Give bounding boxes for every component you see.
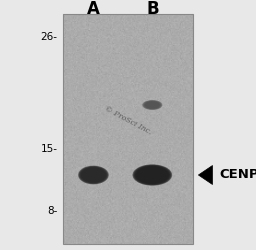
Ellipse shape (83, 168, 104, 181)
Ellipse shape (145, 101, 160, 109)
Ellipse shape (149, 103, 156, 107)
Ellipse shape (145, 102, 159, 108)
Ellipse shape (89, 172, 98, 178)
Ellipse shape (146, 172, 159, 178)
Ellipse shape (80, 166, 107, 184)
Ellipse shape (135, 166, 169, 184)
Ellipse shape (91, 174, 96, 176)
Ellipse shape (81, 167, 106, 183)
Ellipse shape (144, 171, 160, 179)
Ellipse shape (143, 101, 161, 109)
Ellipse shape (142, 169, 163, 181)
Ellipse shape (85, 170, 102, 180)
Ellipse shape (147, 102, 157, 108)
Ellipse shape (143, 100, 162, 110)
Ellipse shape (144, 101, 161, 109)
Ellipse shape (142, 100, 162, 110)
Ellipse shape (134, 166, 170, 184)
Ellipse shape (148, 103, 156, 107)
Ellipse shape (150, 104, 155, 106)
Ellipse shape (145, 171, 159, 179)
Ellipse shape (144, 170, 161, 179)
Ellipse shape (148, 173, 156, 177)
Ellipse shape (90, 173, 97, 177)
Ellipse shape (78, 166, 109, 184)
Ellipse shape (79, 166, 108, 184)
Ellipse shape (136, 166, 169, 184)
Ellipse shape (149, 173, 156, 177)
Ellipse shape (146, 102, 158, 108)
Ellipse shape (145, 102, 159, 108)
Ellipse shape (88, 172, 99, 178)
Ellipse shape (138, 167, 167, 183)
Ellipse shape (148, 172, 157, 178)
Ellipse shape (84, 169, 103, 181)
Ellipse shape (144, 101, 161, 109)
Ellipse shape (144, 101, 160, 109)
Ellipse shape (142, 170, 162, 180)
Ellipse shape (80, 167, 107, 183)
Ellipse shape (140, 168, 165, 182)
Ellipse shape (150, 174, 155, 176)
Ellipse shape (146, 172, 158, 178)
Ellipse shape (149, 104, 155, 106)
Ellipse shape (146, 102, 158, 108)
Ellipse shape (133, 165, 172, 185)
Ellipse shape (151, 104, 154, 106)
Text: 15-: 15- (41, 144, 58, 154)
Polygon shape (198, 166, 212, 184)
Text: 26-: 26- (41, 32, 58, 42)
Ellipse shape (83, 169, 104, 181)
Text: B: B (146, 0, 159, 18)
Ellipse shape (148, 103, 157, 107)
Ellipse shape (147, 103, 157, 107)
Ellipse shape (146, 102, 159, 108)
Ellipse shape (134, 165, 171, 185)
Ellipse shape (143, 100, 162, 110)
Ellipse shape (84, 170, 103, 180)
Ellipse shape (88, 172, 99, 178)
Ellipse shape (87, 171, 100, 179)
Ellipse shape (82, 168, 105, 182)
Ellipse shape (86, 170, 101, 180)
Ellipse shape (140, 168, 164, 181)
Ellipse shape (137, 167, 167, 183)
Ellipse shape (150, 104, 154, 106)
Ellipse shape (147, 102, 158, 108)
Text: A: A (87, 0, 100, 18)
Ellipse shape (86, 170, 101, 179)
Ellipse shape (89, 172, 98, 178)
Text: 8-: 8- (47, 206, 58, 216)
Ellipse shape (90, 173, 97, 177)
Ellipse shape (85, 170, 102, 180)
Ellipse shape (148, 103, 156, 107)
Ellipse shape (150, 174, 154, 176)
Ellipse shape (143, 170, 162, 180)
Ellipse shape (79, 166, 108, 184)
Ellipse shape (141, 169, 164, 181)
Ellipse shape (136, 166, 168, 184)
Ellipse shape (139, 168, 166, 182)
Text: © ProSci Inc.: © ProSci Inc. (103, 104, 153, 136)
Ellipse shape (91, 174, 95, 176)
Bar (63, 14, 193, 244)
Ellipse shape (133, 164, 172, 186)
Ellipse shape (81, 168, 106, 182)
Ellipse shape (150, 104, 155, 106)
Ellipse shape (87, 171, 100, 179)
Ellipse shape (147, 172, 158, 178)
Ellipse shape (138, 168, 166, 182)
Ellipse shape (82, 168, 105, 182)
Ellipse shape (142, 100, 163, 110)
Text: CENPW: CENPW (219, 168, 256, 181)
